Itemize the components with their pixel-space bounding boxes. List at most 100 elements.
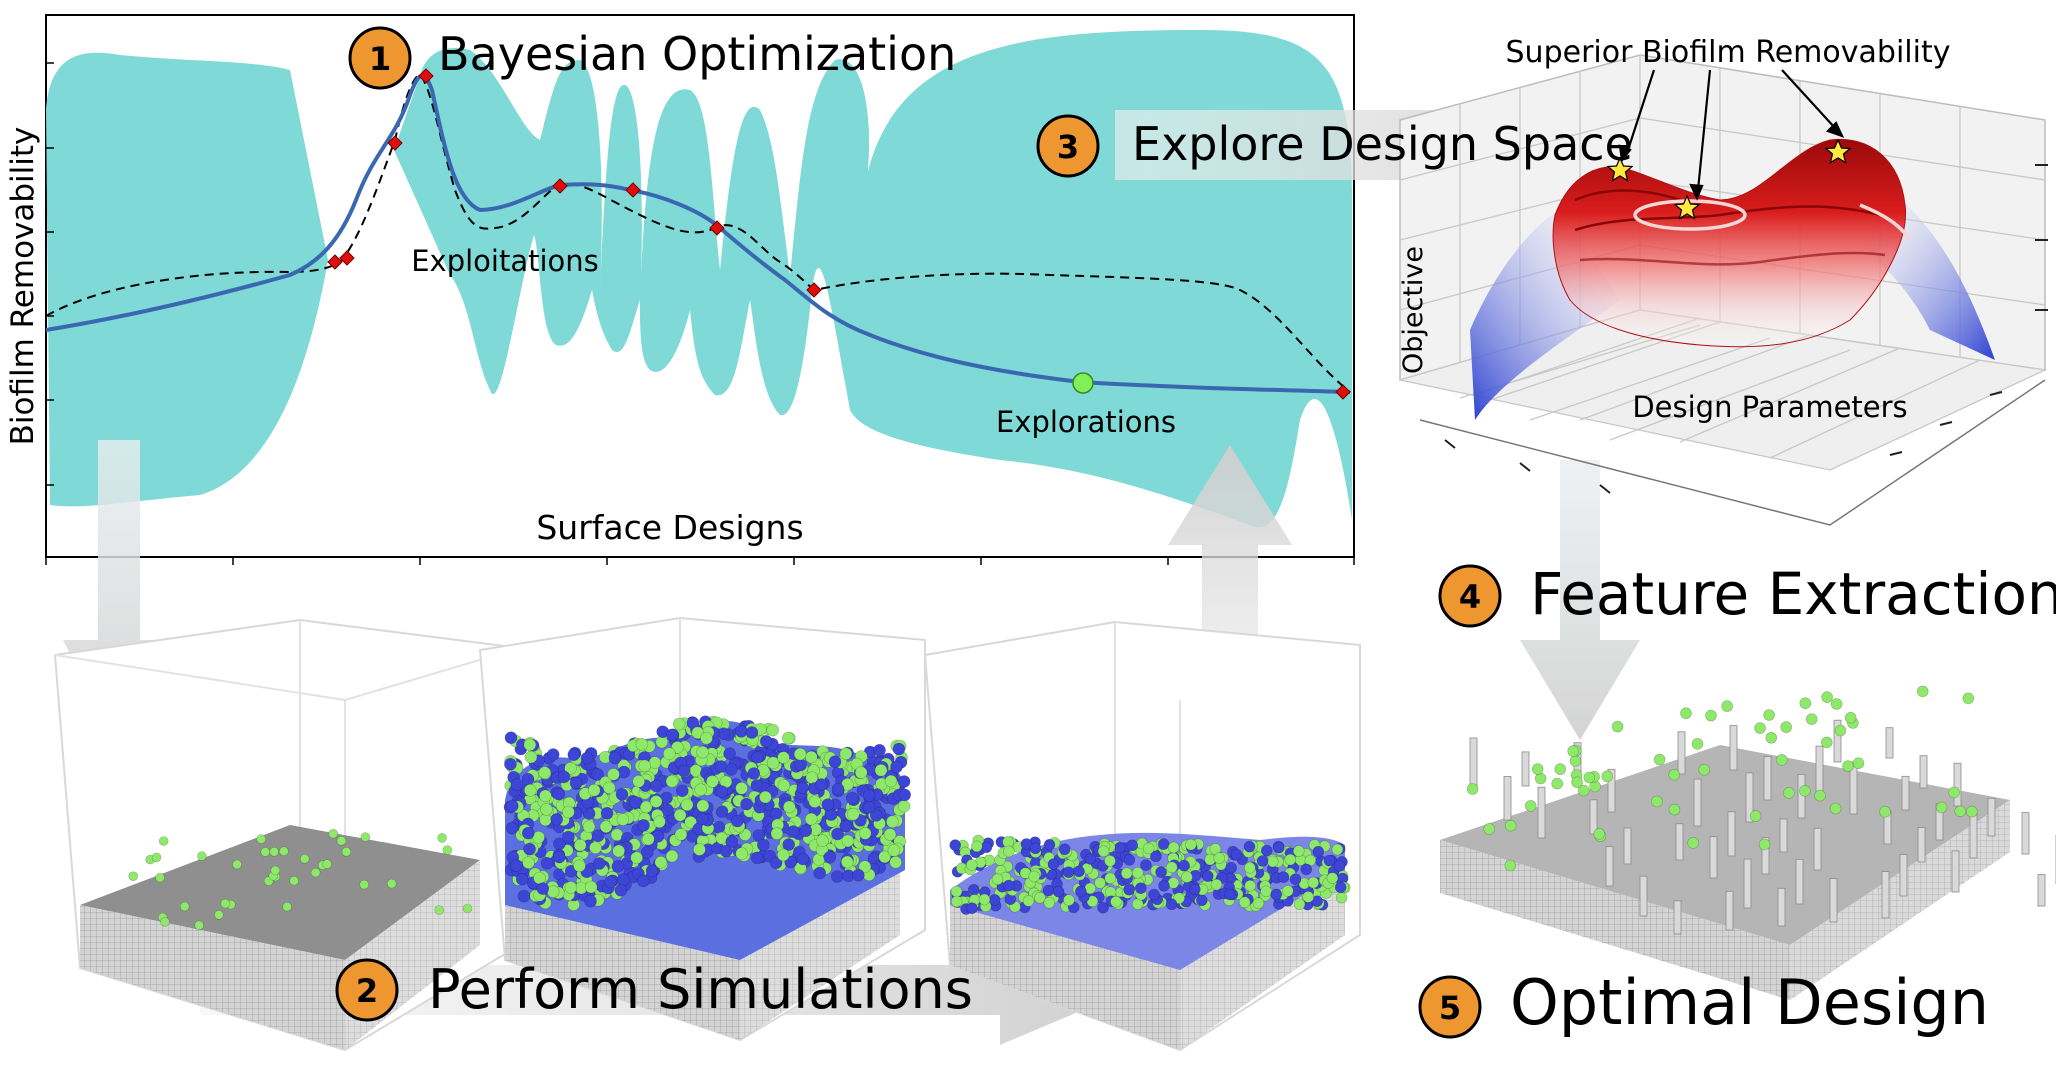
bacterium <box>719 844 733 858</box>
bacterium <box>629 795 642 809</box>
bacterium <box>517 889 531 903</box>
bacterium <box>1954 805 1966 818</box>
optimal-plate-side <box>1790 800 2010 1000</box>
bacterium <box>862 801 876 814</box>
bacterium <box>1323 854 1336 867</box>
bacterium <box>1335 891 1348 904</box>
bacterium <box>666 728 679 742</box>
bacterium <box>770 827 784 840</box>
bacterium <box>1799 784 1811 797</box>
bacterium <box>715 785 729 798</box>
bacterium <box>599 820 613 834</box>
gp-exploration-point <box>1072 372 1094 394</box>
bacterium <box>1754 722 1766 734</box>
bacterium <box>584 894 597 908</box>
bacterium <box>504 757 517 771</box>
bacterium <box>1148 888 1160 901</box>
bacterium <box>1749 810 1762 822</box>
bacterium <box>1178 859 1190 872</box>
bacterium <box>310 867 321 878</box>
bacterium <box>830 870 844 883</box>
pillar <box>1953 762 1962 807</box>
bacterium <box>341 846 352 857</box>
bacterium <box>1173 892 1185 905</box>
bacterium <box>1270 888 1283 901</box>
bacterium <box>950 885 963 898</box>
bacterium <box>1084 852 1097 865</box>
bacterium <box>840 855 854 869</box>
bacterium <box>179 901 190 912</box>
bacterium <box>649 795 663 808</box>
bacterium <box>1157 838 1170 850</box>
bacterium <box>1277 871 1290 883</box>
bacterium <box>1225 861 1237 874</box>
bacterium <box>892 742 906 756</box>
pillar <box>1795 858 1804 905</box>
pillar <box>1709 836 1718 879</box>
bacterium <box>1224 888 1236 901</box>
bacterium <box>616 873 630 886</box>
bacterium <box>1466 783 1479 795</box>
bacterium <box>759 735 773 748</box>
bacterium <box>1312 845 1325 858</box>
bacterium <box>1267 855 1279 868</box>
bacterium <box>735 781 748 795</box>
bacterium <box>821 798 835 812</box>
bacterium <box>612 844 626 858</box>
step-5-title: Optimal Design <box>1510 966 1989 1039</box>
bacterium <box>289 875 299 886</box>
bacterium <box>1916 685 1929 698</box>
pillar <box>1639 875 1648 917</box>
pillar <box>1469 737 1478 791</box>
pillar <box>1729 725 1738 771</box>
pillar <box>1815 745 1824 797</box>
observation-point <box>806 282 822 298</box>
bacterium <box>1094 877 1106 889</box>
bacterium <box>540 803 553 816</box>
bacterium <box>1948 786 1960 799</box>
bacterium <box>793 747 807 761</box>
bacterium <box>636 874 650 888</box>
bacterium <box>680 798 694 812</box>
bacterium <box>858 827 872 840</box>
bacterium <box>611 860 625 873</box>
bacterium <box>782 800 796 814</box>
substrate-top <box>80 825 480 960</box>
bacterium <box>1104 872 1116 885</box>
bacterium <box>695 812 709 826</box>
bacterium <box>1244 861 1256 874</box>
bacterium <box>589 841 602 855</box>
bacterium <box>665 774 679 788</box>
bacterium <box>1300 863 1313 876</box>
bacterium <box>693 843 706 856</box>
optimal-plate-front <box>1440 840 1790 1000</box>
bacterium <box>890 760 903 774</box>
bacterium <box>813 866 827 880</box>
bacterium <box>841 834 855 848</box>
pillar <box>1607 768 1616 813</box>
observation-point <box>1335 384 1351 400</box>
bacterium <box>869 809 883 822</box>
gp-exploitations-label: Exploitations <box>411 244 599 278</box>
arrow-down-to-optimal <box>1520 460 1640 740</box>
bacterium <box>538 766 552 779</box>
bacterium <box>1765 731 1778 744</box>
bacterium <box>522 856 535 869</box>
bacterium <box>1830 698 1843 710</box>
bacterium <box>1567 745 1579 757</box>
bacterium <box>1165 898 1178 911</box>
bacterium <box>637 819 650 832</box>
pillar <box>1779 818 1788 853</box>
bacterium <box>269 846 280 857</box>
bacterium <box>552 787 566 801</box>
bacterium <box>696 799 710 813</box>
step-1-badge <box>348 26 412 90</box>
surface-zlabel: Objective <box>1398 246 1429 374</box>
bacterium <box>808 795 822 808</box>
bacterium <box>675 784 689 798</box>
bacterium <box>1043 896 1056 909</box>
bacterium <box>1651 795 1663 808</box>
observation-point <box>418 68 434 84</box>
surface-title: Superior Biofilm Removability <box>1506 35 1951 70</box>
bacterium <box>1289 873 1302 886</box>
